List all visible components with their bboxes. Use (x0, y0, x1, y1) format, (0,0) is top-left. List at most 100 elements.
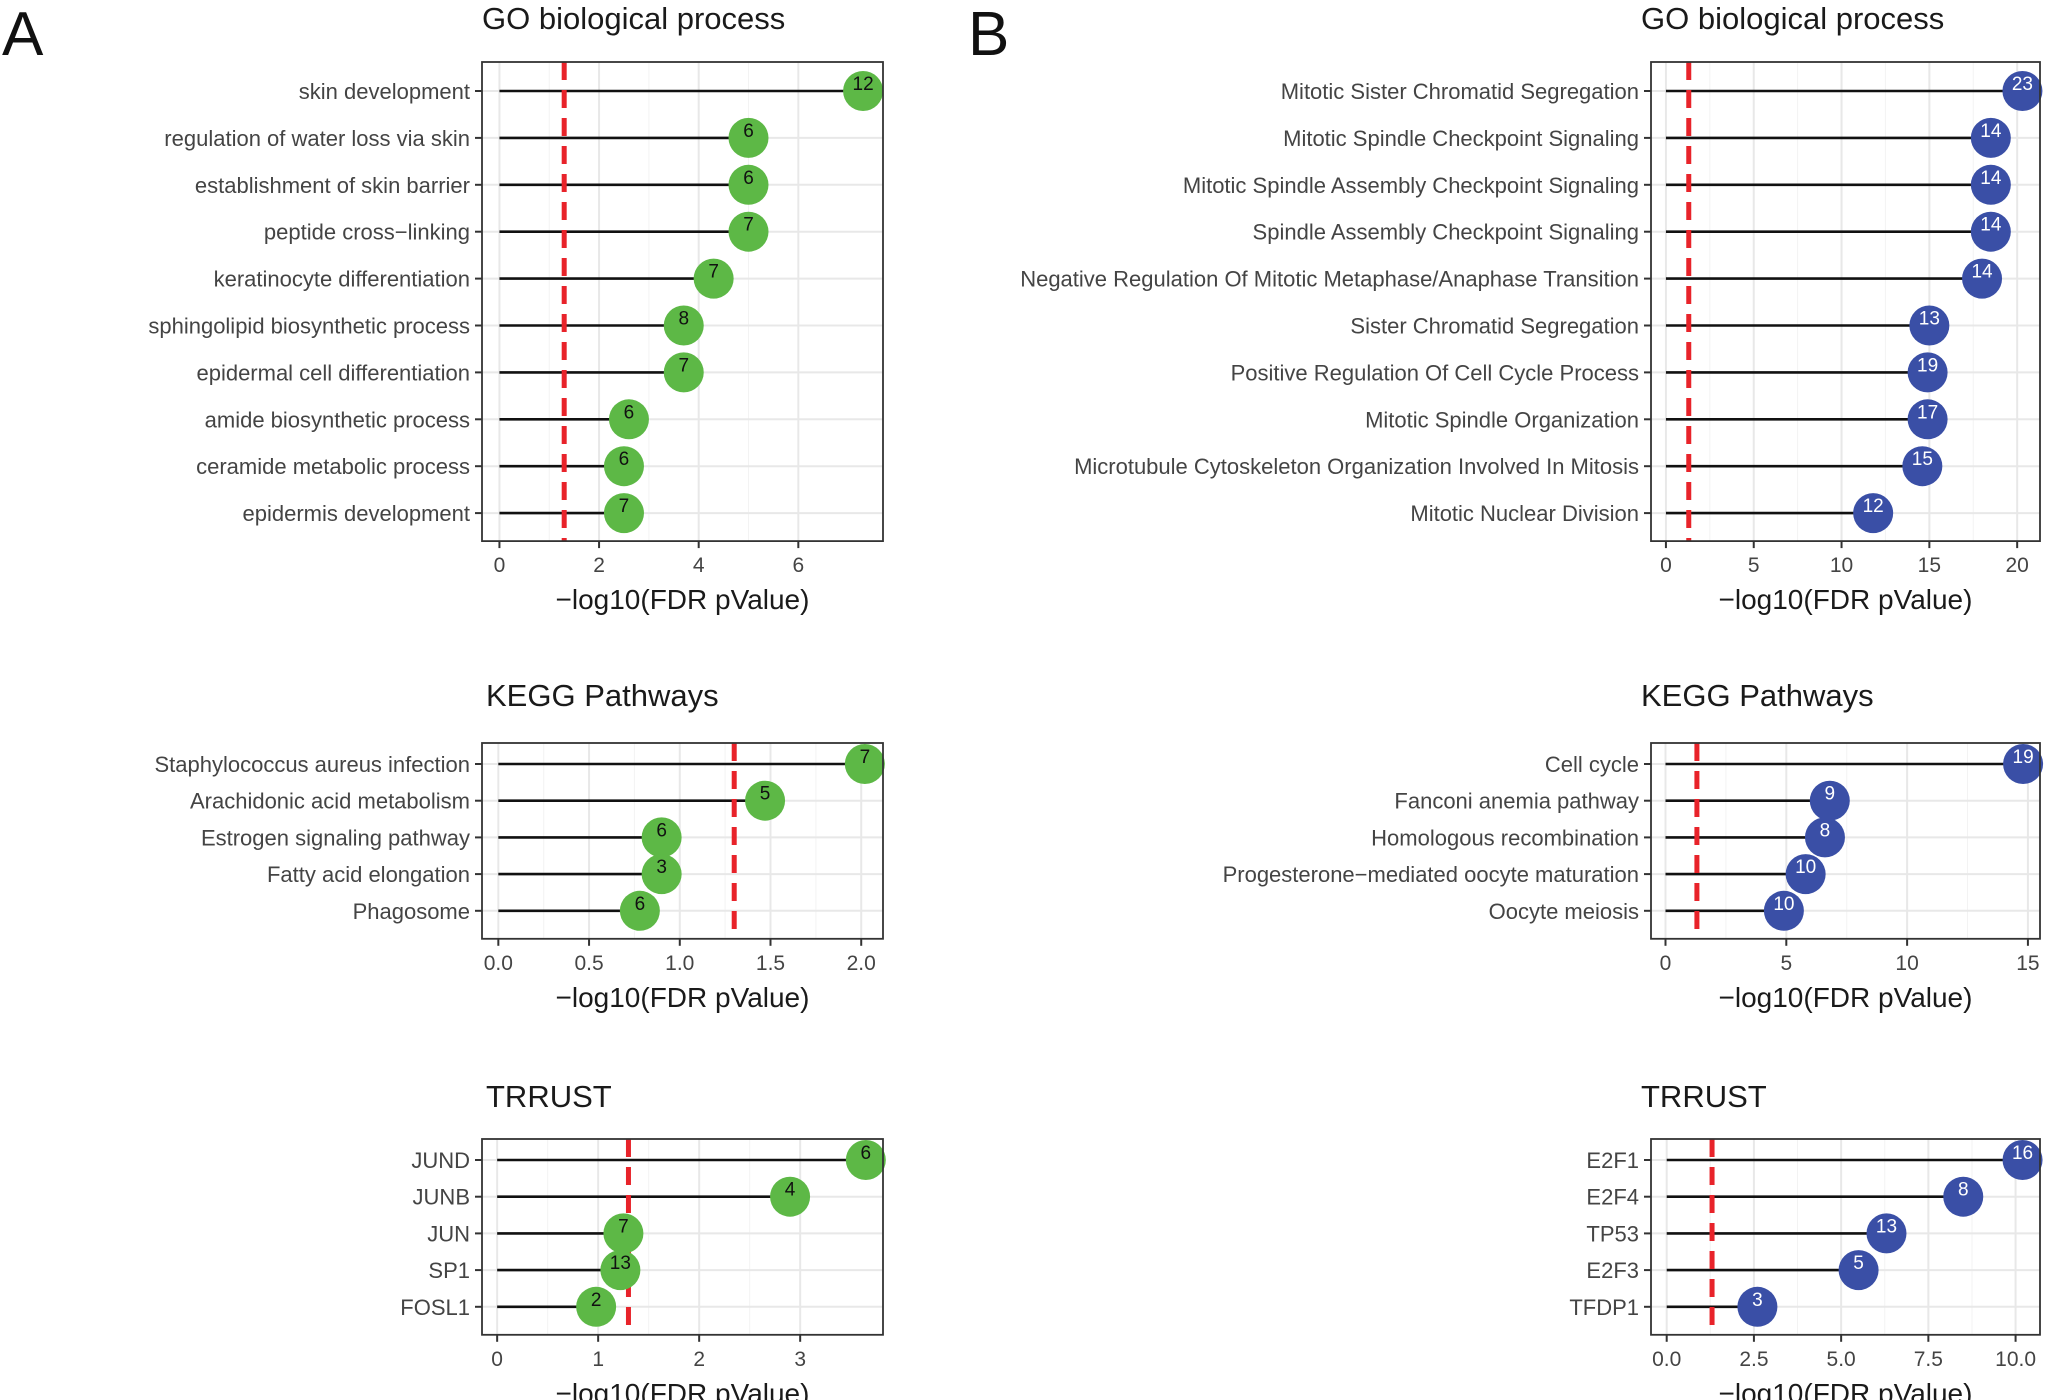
category-label: Staphylococcus aureus infection (154, 752, 470, 777)
plot-border (481, 61, 884, 543)
count-label: 15 (1912, 449, 1933, 470)
plot-area (482, 1139, 883, 1335)
point-positive-regulation-of-cell-cycle-process (1907, 352, 1948, 393)
x-tick-label: 0 (1660, 952, 1672, 975)
point-progesterone-mediated-oocyte-maturation (1785, 854, 1826, 895)
category-label: skin development (299, 79, 470, 104)
x-tick-label: 0 (1660, 554, 1672, 577)
category-label: Mitotic Spindle Organization (1365, 407, 1639, 432)
point-mitotic-spindle-assembly-checkpoint-signaling (1970, 164, 2011, 205)
x-tick-label: 3 (794, 1348, 806, 1371)
category-label: Cell cycle (1545, 752, 1639, 777)
point-jund (845, 1140, 886, 1180)
point-mitotic-spindle-organization (1907, 399, 1948, 440)
count-label: 6 (743, 121, 754, 142)
chart-title: TRRUST (486, 1079, 612, 1114)
count-label: 10 (1795, 857, 1816, 878)
chart-title: TRRUST (1641, 1079, 1767, 1114)
count-label: 16 (2012, 1143, 2033, 1164)
count-label: 6 (624, 402, 635, 423)
point-mitotic-nuclear-division (1853, 493, 1894, 534)
x-tick-label: 5.0 (1827, 1348, 1856, 1371)
count-label: 7 (619, 496, 630, 517)
count-label: 9 (1825, 784, 1836, 805)
count-label: 7 (618, 1216, 629, 1237)
category-label: peptide cross−linking (264, 220, 470, 245)
count-label: 6 (656, 820, 667, 841)
charts-group: GO biological process skin development reg… (148, 1, 2044, 1400)
category-label: sphingolipid biosynthetic process (148, 314, 470, 339)
count-label: 7 (708, 262, 719, 283)
chart-4: TRRUST JUND JUNB JUN SP1 FOSL1 6 4 7 13 2 0 1 2 3 −log1… (400, 1079, 886, 1400)
count-label: 12 (853, 74, 874, 95)
count-label: 8 (1958, 1180, 1969, 1201)
category-label: epidermal cell differentiation (196, 360, 470, 385)
category-label: amide biosynthetic process (205, 407, 470, 432)
point-epidermal-cell-differentiation (663, 352, 704, 393)
x-tick-label: 4 (693, 554, 705, 577)
point-junb (770, 1176, 811, 1217)
category-label: FOSL1 (400, 1295, 470, 1320)
category-label: TP53 (1586, 1221, 1639, 1246)
point-sphingolipid-biosynthetic-process (663, 305, 704, 346)
category-label: TFDP1 (1569, 1295, 1639, 1320)
panel-letter-a: A (2, 0, 44, 69)
count-label: 6 (619, 449, 630, 470)
x-tick-label: 2 (593, 554, 605, 577)
plot-area (1651, 1139, 2040, 1335)
point-cell-cycle (2003, 744, 2044, 784)
x-tick-label: 5 (1748, 554, 1760, 577)
category-label: JUN (427, 1221, 470, 1246)
count-label: 23 (2012, 74, 2033, 95)
plot-border (481, 742, 884, 940)
count-label: 6 (743, 168, 754, 189)
point-e2f4 (1943, 1176, 1984, 1217)
x-tick-label: 2.0 (847, 952, 876, 975)
category-label: establishment of skin barrier (195, 173, 470, 198)
chart-title: KEGG Pathways (486, 678, 719, 713)
x-tick-label: 2.5 (1739, 1348, 1768, 1371)
category-label: Estrogen signaling pathway (201, 825, 470, 850)
category-label: SP1 (428, 1258, 470, 1283)
point-tp53 (1866, 1213, 1907, 1254)
x-tick-label: 0 (494, 554, 506, 577)
x-tick-label: 0.5 (574, 952, 603, 975)
x-axis-title: −log10(FDR pValue) (556, 1378, 810, 1400)
category-label: regulation of water loss via skin (164, 126, 470, 151)
category-label: keratinocyte differentiation (214, 267, 470, 292)
point-phagosome (619, 890, 660, 931)
x-tick-label: 1.5 (756, 952, 785, 975)
category-label: Mitotic Spindle Checkpoint Signaling (1283, 126, 1639, 151)
plot-area (1651, 743, 2040, 939)
count-label: 17 (1917, 402, 1938, 423)
x-tick-label: 1.0 (665, 952, 694, 975)
count-label: 7 (678, 355, 689, 376)
panel-letter-b: B (968, 0, 1009, 69)
x-tick-label: 5 (1780, 952, 1792, 975)
count-label: 2 (591, 1290, 602, 1311)
count-label: 13 (610, 1253, 631, 1274)
count-label: 8 (1820, 820, 1831, 841)
x-tick-label: 10 (1895, 952, 1918, 975)
category-label: JUND (411, 1148, 470, 1173)
category-label: Phagosome (353, 899, 470, 924)
count-label: 5 (1853, 1253, 1864, 1274)
x-tick-label: 7.5 (1914, 1348, 1943, 1371)
category-label: epidermis development (243, 501, 470, 526)
point-homologous-recombination (1804, 817, 1845, 858)
x-tick-label: 0.0 (1652, 1348, 1681, 1371)
plot-area (482, 743, 883, 939)
plot-area (482, 62, 883, 542)
point-arachidonic-acid-metabolism (745, 780, 786, 821)
category-label: Mitotic Sister Chromatid Segregation (1281, 79, 1639, 104)
count-label: 13 (1876, 1216, 1897, 1237)
category-label: E2F3 (1586, 1258, 1639, 1283)
x-tick-label: 2 (693, 1348, 705, 1371)
chart-0: GO biological process skin development reg… (148, 1, 884, 615)
category-label: Sister Chromatid Segregation (1350, 314, 1639, 339)
count-label: 10 (1773, 894, 1794, 915)
point-amide-biosynthetic-process (608, 399, 649, 440)
count-label: 3 (1752, 1290, 1763, 1311)
point-peptide-cross-linking (728, 211, 769, 252)
point-mitotic-spindle-checkpoint-signaling (1970, 117, 2011, 158)
